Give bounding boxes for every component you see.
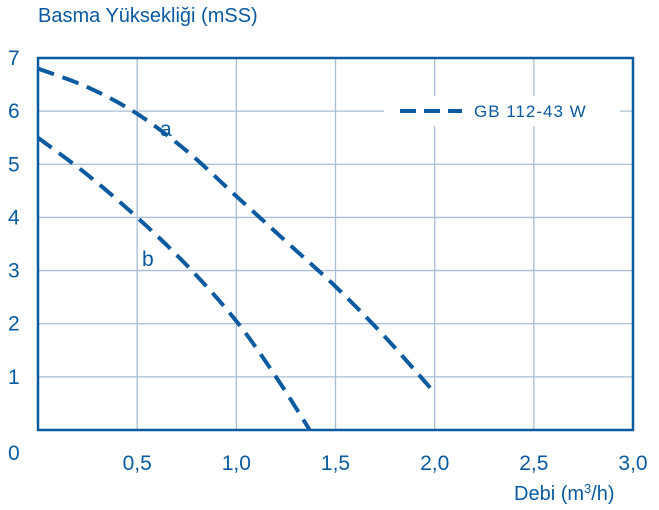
y-tick-label: 1 [8, 366, 20, 389]
series-lines: ab [36, 66, 437, 432]
series-a-label: a [160, 118, 172, 141]
x-tick-label: 3,0 [618, 452, 647, 475]
x-axis-title: Debi (m3/h) [514, 481, 615, 506]
x-tick-label: 2,0 [420, 452, 449, 475]
series-b-line [36, 136, 312, 432]
x-axis-title-end: /h) [591, 483, 614, 505]
grid [38, 58, 633, 430]
series-a-line [37, 66, 437, 395]
series-b-label: b [142, 248, 154, 271]
origin-tick-label: 0 [8, 442, 20, 465]
legend: GB 112-43 W [384, 96, 620, 126]
tick-labels: 1 2 3 4 5 6 7 0 0,5 1,0 1,5 2,0 2,5 3,0 [8, 47, 648, 475]
y-tick-label: 5 [8, 153, 20, 176]
plot-frame [36, 56, 635, 432]
x-axis-title-superscript: 3 [584, 481, 591, 496]
y-axis-title: Basma Yüksekliği (mSS) [38, 5, 258, 27]
y-tick-label: 7 [8, 47, 20, 70]
y-tick-label: 4 [8, 206, 20, 229]
x-tick-label: 0,5 [123, 452, 152, 475]
y-tick-label: 2 [8, 313, 20, 336]
y-tick-label: 6 [8, 100, 20, 123]
legend-background [384, 96, 620, 126]
x-tick-label: 1,0 [222, 452, 251, 475]
x-tick-label: 1,5 [321, 452, 350, 475]
x-tick-label: 2,5 [519, 452, 548, 475]
x-axis-title-main: Debi (m [514, 483, 584, 505]
y-tick-label: 3 [8, 260, 20, 283]
legend-label: GB 112-43 W [474, 102, 587, 121]
